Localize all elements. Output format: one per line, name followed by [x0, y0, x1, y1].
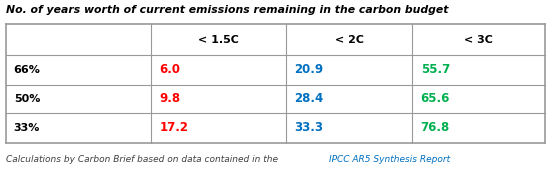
- Text: 6.0: 6.0: [160, 63, 180, 76]
- Text: 17.2: 17.2: [160, 121, 188, 134]
- Text: 76.8: 76.8: [421, 121, 450, 134]
- Text: 9.8: 9.8: [160, 92, 180, 105]
- Text: < 2C: < 2C: [334, 35, 364, 45]
- Text: 33%: 33%: [14, 123, 40, 133]
- Text: No. of years worth of current emissions remaining in the carbon budget: No. of years worth of current emissions …: [6, 5, 448, 15]
- Text: 65.6: 65.6: [421, 92, 450, 105]
- Text: < 3C: < 3C: [464, 35, 493, 45]
- Text: Calculations by Carbon Brief based on data contained in the: Calculations by Carbon Brief based on da…: [6, 155, 280, 164]
- Text: 55.7: 55.7: [421, 63, 450, 76]
- Text: 66%: 66%: [14, 65, 41, 75]
- Text: < 1.5C: < 1.5C: [198, 35, 239, 45]
- Text: 50%: 50%: [14, 94, 40, 104]
- Text: 20.9: 20.9: [294, 63, 323, 76]
- Text: 28.4: 28.4: [294, 92, 323, 105]
- Text: 33.3: 33.3: [294, 121, 323, 134]
- Text: IPCC AR5 Synthesis Report: IPCC AR5 Synthesis Report: [329, 155, 450, 164]
